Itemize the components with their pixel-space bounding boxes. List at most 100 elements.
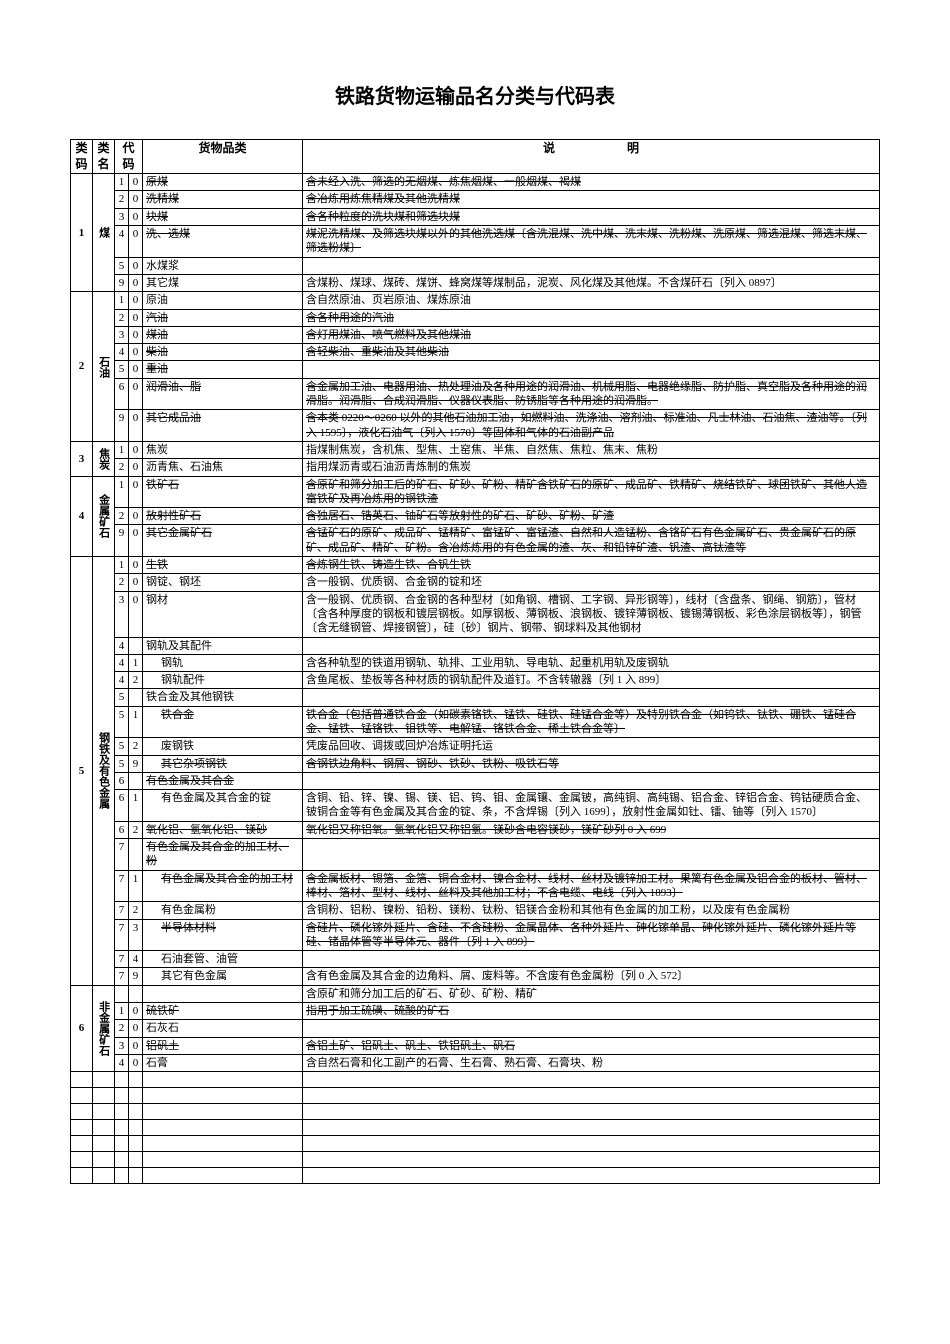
item-desc: 含金属板材、锡箔、金箔、铜合金材、镍合金材、线材、丝材及镀锌加工材。果篱有色金属… (303, 870, 880, 902)
sub-code-1: 6 (115, 821, 129, 838)
item-name: 有色金属及其合金的加工材 (143, 870, 303, 902)
sub-code-1: 1 (115, 292, 129, 309)
item-name: 废钢铁 (143, 738, 303, 755)
header-code2: 类名 (93, 140, 115, 174)
item-name: 氧化铝、氢氧化铝、镁砂 (143, 821, 303, 838)
item-name: 钢轨及其配件 (143, 637, 303, 654)
sub-code-2: 0 (129, 208, 143, 225)
group-name: 非金属矿石 (93, 985, 115, 1071)
item-name: 柴油 (143, 344, 303, 361)
sub-code-1: 2 (115, 508, 129, 525)
sub-code-2: 2 (129, 738, 143, 755)
table-row: 30煤油含灯用煤油、喷气燃料及其他煤油 (71, 326, 880, 343)
item-name: 原油 (143, 292, 303, 309)
sub-code-2: 3 (129, 919, 143, 951)
sub-code-1: 7 (115, 919, 129, 951)
table-row: 3焦炭10焦炭指煤制焦炭，含机焦、型焦、土窑焦、半焦、自然焦、焦粒、焦末、焦粉 (71, 441, 880, 458)
empty-cell (303, 1136, 880, 1152)
empty-cell (115, 1120, 129, 1136)
item-name: 生铁 (143, 557, 303, 574)
item-desc: 含本类 0220～0260 以外的其他石油加工油，如燃料油、洗涤油、溶剂油、标准… (303, 410, 880, 442)
item-desc (303, 1020, 880, 1037)
sub-code-2: 9 (129, 755, 143, 772)
item-name: 有色金属粉 (143, 902, 303, 919)
item-desc: 含一般钢、优质钢、合金钢的锭和坯 (303, 574, 880, 591)
item-desc (303, 257, 880, 274)
empty-cell (93, 1072, 115, 1088)
empty-cell (129, 1072, 143, 1088)
item-name: 有色金属及其合金的加工材、粉 (143, 839, 303, 871)
item-desc: 含炼钢生铁、铸造生铁、合钒生铁 (303, 557, 880, 574)
table-row: 5钢铁及有色金属10生铁含炼钢生铁、铸造生铁、合钒生铁 (71, 557, 880, 574)
page-title: 铁路货物运输品名分类与代码表 (70, 80, 880, 109)
item-desc (303, 361, 880, 378)
sub-code-2: 0 (129, 226, 143, 258)
item-desc (303, 772, 880, 789)
sub-code-1: 4 (115, 637, 129, 654)
item-desc: 含灯用煤油、喷气燃料及其他煤油 (303, 326, 880, 343)
sub-code-2: 2 (129, 902, 143, 919)
empty-cell (71, 1120, 93, 1136)
group-code: 3 (71, 441, 93, 476)
item-name: 半导体材料 (143, 919, 303, 951)
item-desc: 含金属加工油、电器用油、热处理油及各种用途的润滑油、机械用脂、电器绝缘脂、防护脂… (303, 378, 880, 410)
item-name: 润滑油、脂 (143, 378, 303, 410)
empty-cell (303, 1088, 880, 1104)
empty-cell (143, 1120, 303, 1136)
sub-code-1: 5 (115, 738, 129, 755)
item-desc: 含铝土矿、铝矾土、矾土、铁铝矾土、矾石 (303, 1037, 880, 1054)
sub-code-1: 3 (115, 591, 129, 637)
sub-code-1: 1 (115, 174, 129, 191)
group-code: 5 (71, 557, 93, 986)
sub-code-1: 7 (115, 839, 129, 871)
table-row: 71有色金属及其合金的加工材含金属板材、锡箔、金箔、铜合金材、镍合金材、线材、丝… (71, 870, 880, 902)
table-row: 51铁合金铁合金〔包括普通铁合金（如碳素铬铁、锰铁、硅铁、硅锰合金等）及特别铁合… (71, 706, 880, 738)
table-row (71, 1072, 880, 1088)
sub-code-2: 1 (129, 870, 143, 902)
table-row: 61有色金属及其合金的锭含铜、铅、锌、镍、锡、镁、铝、钨、钼、金属镶、金属铍，高… (71, 790, 880, 822)
sub-code-1: 6 (115, 772, 129, 789)
empty-cell (129, 1104, 143, 1120)
item-name: 铁合金及其他钢铁 (143, 689, 303, 706)
sub-code-2: 0 (129, 1054, 143, 1071)
classification-table: 类码 类名 代码 货物品类 说 明 1煤10原煤含未经入洗、筛选的无烟煤、炼焦烟… (70, 139, 880, 1184)
empty-cell (143, 1072, 303, 1088)
table-row: 20洗精煤含冶炼用炼焦精煤及其他洗精煤 (71, 191, 880, 208)
item-name: 钢锭、钢坯 (143, 574, 303, 591)
item-desc: 铁合金〔包括普通铁合金（如碳素铬铁、锰铁、硅铁、硅锰合金等）及特别铁合金（如钨铁… (303, 706, 880, 738)
item-desc: 含轻柴油、重柴油及其他柴油 (303, 344, 880, 361)
sub-code-2: 0 (129, 459, 143, 476)
empty-cell (143, 1168, 303, 1184)
table-row: 7 有色金属及其合金的加工材、粉 (71, 839, 880, 871)
empty-cell (93, 1168, 115, 1184)
item-desc (303, 839, 880, 871)
table-row: 90其它金属矿石含锰矿石的原矿、成品矿、锰精矿、富锰矿、富锰渣、自然和人造锰粉、… (71, 525, 880, 557)
sub-code-1: 1 (115, 441, 129, 458)
table-row: 60润滑油、脂含金属加工油、电器用油、热处理油及各种用途的润滑油、机械用脂、电器… (71, 378, 880, 410)
table-row: 10硫铁矿指用于加工硫磺、硫酸的矿石 (71, 1003, 880, 1020)
group-name: 金属矿石 (93, 476, 115, 556)
table-row: 79其它有色金属含有色金属及其合金的边角料、屑、废料等。不含废有色金属粉〔列 0… (71, 968, 880, 985)
sub-code-2 (129, 637, 143, 654)
item-desc: 含各种轨型的铁道用钢轨、轨排、工业用轨、导电轨、起重机用轨及废钢轨 (303, 654, 880, 671)
item-name: 钢轨 (143, 654, 303, 671)
sub-code-1: 9 (115, 410, 129, 442)
item-name: 石灰石 (143, 1020, 303, 1037)
empty-cell (115, 1104, 129, 1120)
table-row: 2石油10原油含自然原油、页岩原油、煤炼原油 (71, 292, 880, 309)
header-desc: 说 明 (303, 140, 880, 174)
sub-code-2: 0 (129, 378, 143, 410)
empty-cell (115, 1168, 129, 1184)
table-row: 73半导体材料含硅片、磷化镓外延片、含硅、不含硅粉、金属晶体、各种外延片、砷化镓… (71, 919, 880, 951)
group-code: 6 (71, 985, 93, 1071)
sub-code-1: 5 (115, 257, 129, 274)
item-name: 其它金属矿石 (143, 525, 303, 557)
empty-cell (129, 1168, 143, 1184)
table-row: 20沥青焦、石油焦指用煤沥青或石油沥青炼制的焦炭 (71, 459, 880, 476)
table-row: 4 钢轨及其配件 (71, 637, 880, 654)
sub-code-1: 9 (115, 274, 129, 291)
item-desc (303, 637, 880, 654)
table-row (71, 1152, 880, 1168)
table-row (71, 1088, 880, 1104)
empty-cell (71, 1168, 93, 1184)
